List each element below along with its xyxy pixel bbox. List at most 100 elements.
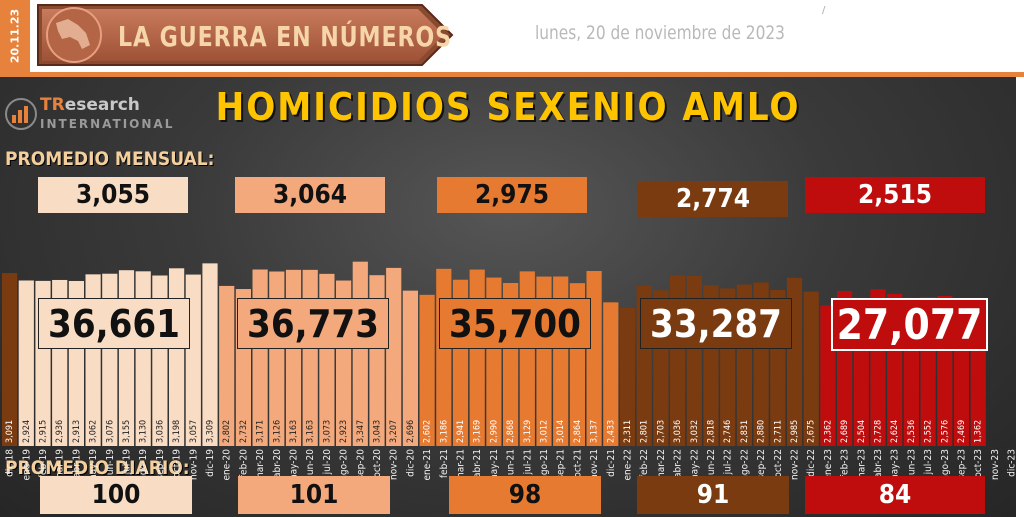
bar-ene-21 [419, 294, 435, 446]
logo-subtext: INTERNATIONAL [40, 117, 175, 131]
category-label-mar-19: mar-19 [55, 449, 66, 481]
date-stamp: 20.11.23 [8, 8, 22, 64]
header-divider [0, 72, 1024, 77]
category-label-nov-19: nov-19 [188, 449, 199, 480]
category-label-ene-20: ene-20 [222, 449, 233, 481]
category-label-ago-22: ago-22 [739, 449, 750, 481]
value-label-nov-21: 3,137 [590, 420, 600, 443]
bar-ene-19 [18, 280, 34, 446]
value-label-jun-19: 3,076 [105, 420, 115, 443]
value-label-oct-21: 2,864 [573, 420, 583, 443]
logo: TResearch INTERNATIONAL [4, 95, 172, 135]
category-label-dic-19: dic-19 [205, 449, 216, 477]
logo-text: TResearch [40, 95, 140, 115]
value-label-may-20: 3,163 [289, 420, 299, 443]
category-label-nov-20: nov-20 [389, 449, 400, 480]
avg-monthly-2023: 2,515 [805, 177, 985, 213]
category-label-jul-23: jul-23 [923, 449, 934, 475]
value-label-jul-21: 3,129 [523, 420, 533, 443]
value-label-oct-20: 3,043 [373, 420, 383, 443]
value-label-abr-23: 2,728 [874, 420, 884, 443]
category-label-sep-20: sep-20 [355, 449, 366, 480]
date-text: lunes, 20 de noviembre de 2023 [535, 22, 785, 44]
category-label-ago-19: ago-19 [138, 449, 149, 481]
total-2020: 36,773 [237, 298, 389, 349]
category-label-oct-22: oct-22 [773, 449, 784, 478]
total-2021: 35,700 [439, 298, 591, 349]
category-label-nov-21: nov-21 [589, 449, 600, 480]
category-label-dic-22: dic-22 [806, 449, 817, 477]
category-label-may-19: may-19 [88, 449, 99, 483]
category-label-ene-21: ene-21 [422, 449, 433, 480]
avg-monthly-2022: 2,774 [638, 181, 788, 217]
value-label-oct-22: 2,711 [773, 420, 783, 443]
category-label-may-20: may-20 [289, 449, 300, 483]
avg-monthly-2019: 3,055 [38, 177, 188, 213]
value-label-jul-23: 2,552 [924, 420, 934, 443]
value-label-sep-21: 3,014 [556, 420, 566, 443]
value-label-sep-19: 3,036 [155, 420, 165, 443]
value-label-jun-23: 2,536 [907, 420, 917, 443]
value-label-dic-22: 2,675 [807, 420, 817, 443]
category-label-dic-21: dic-21 [606, 449, 617, 477]
value-label-ago-21: 3,012 [540, 420, 550, 443]
avg-monthly-2020: 3,064 [235, 177, 385, 213]
value-label-ene-20: 2,802 [222, 420, 232, 443]
avg-daily-2021: 98 [449, 476, 601, 514]
bar-dic-22 [803, 291, 819, 446]
category-label-abr-23: abr-23 [873, 449, 884, 478]
value-label-dic-21: 2,433 [606, 420, 616, 443]
category-label-sep-21: sep-21 [556, 449, 567, 480]
category-label-sep-22: sep-22 [756, 449, 767, 480]
bar-nov-20 [386, 267, 402, 446]
value-label-ene-23: 2,362 [823, 420, 833, 443]
bar-sep-20 [352, 261, 368, 446]
value-label-abr-21: 3,169 [473, 420, 483, 443]
category-label-feb-23: feb-23 [840, 449, 851, 478]
category-label-mar-20: mar-20 [255, 449, 266, 481]
value-label-dic-19: 3,309 [206, 420, 216, 443]
value-label-jun-20: 3,163 [306, 420, 316, 443]
category-label-may-21: may-21 [489, 449, 500, 483]
category-label-may-23: may-23 [890, 449, 901, 483]
category-label-jun-20: jun-20 [305, 449, 316, 479]
date-stamp-tab: 20.11.23 [0, 0, 30, 72]
bar-dic-19 [202, 263, 218, 446]
category-label-sep-23: sep-23 [957, 449, 968, 480]
value-label-jul-20: 3,073 [322, 420, 332, 443]
category-label-jul-20: jul-20 [322, 449, 333, 476]
total-2022: 33,287 [640, 298, 792, 349]
bar-oct-19 [169, 268, 185, 446]
value-label-nov-22: 2,985 [790, 420, 800, 443]
avg-daily-2019: 100 [40, 476, 192, 514]
value-label-dic-20: 2,696 [406, 420, 416, 443]
bar-mar-20 [252, 269, 268, 446]
category-label-ene-19: ene-19 [21, 449, 32, 481]
value-label-ago-20: 2,923 [339, 420, 349, 443]
category-label-feb-19: feb-19 [38, 449, 49, 478]
category-label-dic-20: dic-20 [405, 449, 416, 477]
category-label-abr-21: abr-21 [472, 449, 483, 478]
value-label-feb-19: 2,915 [39, 420, 49, 443]
logo-chart-icon [5, 98, 37, 130]
monthly-average-label: PROMEDIO MENSUAL: [5, 148, 215, 170]
bar-may-20 [285, 269, 302, 446]
category-label-dic-18: dic-18 [5, 449, 16, 477]
category-label-jul-22: jul-22 [723, 449, 734, 475]
value-label-abr-20: 3,126 [272, 420, 282, 443]
category-label-feb-22: feb-22 [639, 449, 650, 478]
category-label-ene-23: ene-23 [823, 449, 834, 480]
value-label-mar-21: 2,941 [456, 420, 466, 443]
category-label-jun-22: jun-22 [706, 449, 717, 479]
bar-feb-21 [436, 268, 452, 446]
value-label-mar-23: 2,504 [857, 420, 867, 443]
category-label-nov-23: nov-23 [990, 449, 1001, 480]
monthly-bar-chart: 3,091 dic-18 2,924 ene-19 2,915 feb-19 2,936 ma… [2, 261, 1016, 483]
value-label-oct-19: 3,198 [172, 420, 182, 443]
banner [37, 4, 454, 66]
value-label-sep-23: 2,469 [957, 420, 967, 443]
category-label-jun-23: jun-23 [906, 449, 917, 479]
value-label-mar-22: 2,703 [656, 420, 666, 443]
value-label-dic-18: 3,091 [5, 420, 15, 443]
category-label-oct-23: oct-23 [973, 449, 984, 478]
